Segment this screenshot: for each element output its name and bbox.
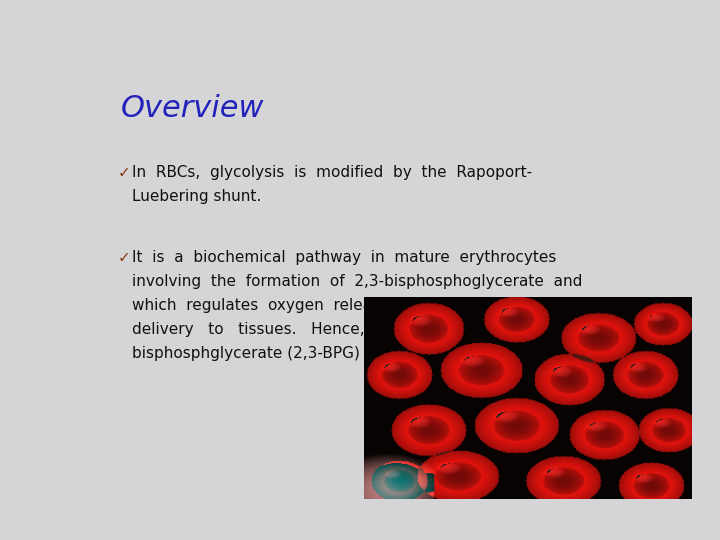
Text: involving  the  formation  of  2,3-bisphosphoglycerate  and: involving the formation of 2,3-bisphosph… bbox=[132, 274, 582, 289]
Text: delivery   to   tissues.   Hence,   the   name  “  2,3-: delivery to tissues. Hence, the name “ 2… bbox=[132, 322, 519, 337]
Text: Overview: Overview bbox=[121, 94, 264, 123]
Text: ✓: ✓ bbox=[118, 250, 130, 265]
Text: which  regulates  oxygen  release  from  hemoglobin  and: which regulates oxygen release from hemo… bbox=[132, 298, 573, 313]
Text: It  is  a  biochemical  pathway  in  mature  erythrocytes: It is a biochemical pathway in mature er… bbox=[132, 250, 557, 265]
Text: Luebering shunt.: Luebering shunt. bbox=[132, 188, 261, 204]
Text: bisphosphglycerate (2,3-BPG) shunt: bisphosphglycerate (2,3-BPG) shunt bbox=[132, 346, 408, 361]
Text: ✓: ✓ bbox=[118, 165, 130, 180]
Text: In  RBCs,  glycolysis  is  modified  by  the  Rapoport-: In RBCs, glycolysis is modified by the R… bbox=[132, 165, 532, 180]
